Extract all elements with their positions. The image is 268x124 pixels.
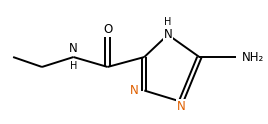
Text: N: N xyxy=(69,42,78,55)
Text: NH₂: NH₂ xyxy=(241,51,264,63)
Text: N: N xyxy=(177,100,185,113)
Text: H: H xyxy=(164,17,172,27)
Text: O: O xyxy=(103,23,112,36)
Text: N: N xyxy=(163,28,172,41)
Text: H: H xyxy=(70,61,77,71)
Text: N: N xyxy=(129,84,138,97)
